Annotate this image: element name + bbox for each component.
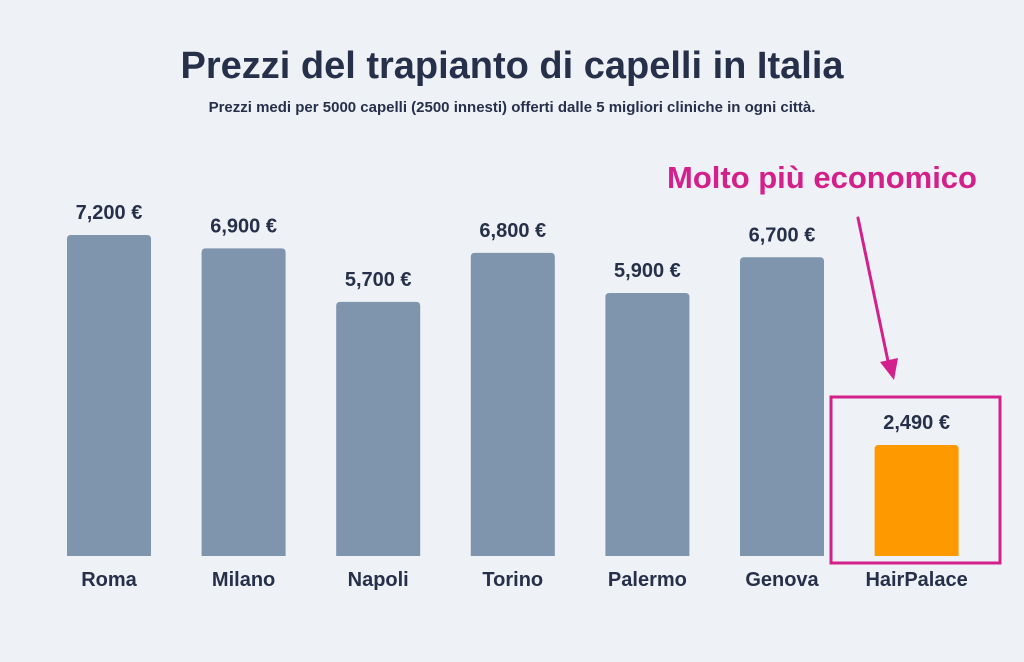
category-label-torino: Torino [482,569,543,591]
value-label-napoli: 5,700 € [345,269,412,291]
annotation-arrow-line [856,216,891,368]
value-label-hairpalace: 2,490 € [883,412,950,434]
category-label-napoli: Napoli [348,569,409,591]
category-label-palermo: Palermo [608,569,687,591]
value-label-roma: 7,200 € [76,202,143,224]
bars-layer: 7,200 € Roma 6,900 € Milano 5,700 € Napoli 6,8… [67,202,968,591]
bar-roma [67,235,151,556]
category-label-milano: Milano [212,569,275,591]
bar-torino [470,252,555,557]
bar-milano [201,248,286,556]
bar-napoli [336,301,421,556]
bar-palermo [605,292,690,556]
value-label-genova: 6,700 € [749,224,816,246]
value-label-palermo: 5,900 € [614,260,681,282]
category-label-hairpalace: HairPalace [865,569,967,591]
highlight-frame [829,395,1002,565]
annotation-layer: Molto più economico [667,160,1002,565]
chart-subtitle: Prezzi medi per 5000 capelli (2500 innes… [209,99,816,116]
value-label-milano: 6,900 € [210,215,277,237]
chart-title: Prezzi del trapianto di capelli in Itali… [180,45,844,87]
annotation-arrow-head-icon [880,358,898,380]
bar-hairpalace [874,444,959,556]
bar-genova [740,257,824,556]
category-label-genova: Genova [745,569,819,591]
value-label-torino: 6,800 € [479,220,546,242]
annotation-text: Molto più economico [667,160,977,195]
category-label-roma: Roma [81,569,137,591]
